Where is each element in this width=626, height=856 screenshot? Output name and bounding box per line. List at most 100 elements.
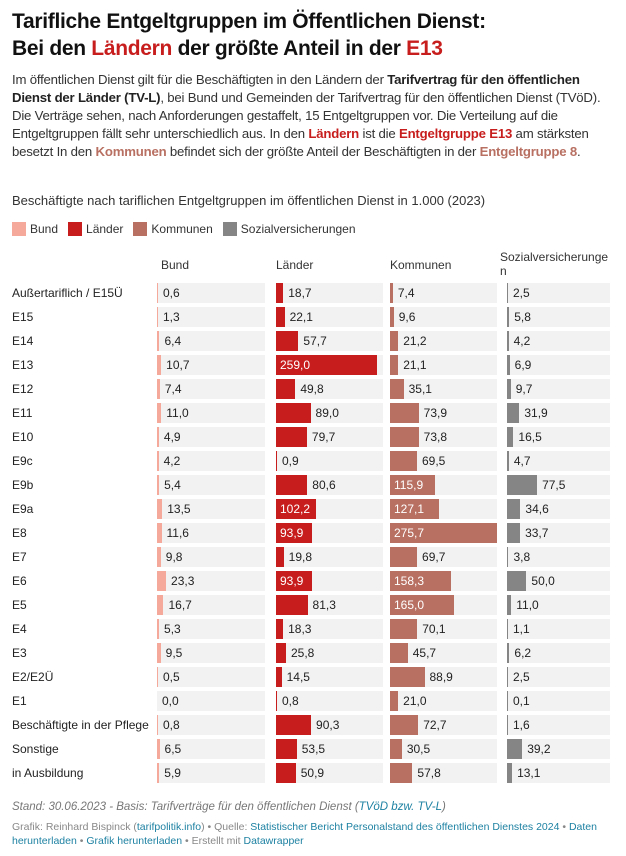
row-label: E9c [12,454,33,468]
data-label: 1,6 [513,718,530,732]
data-label: 21,2 [403,334,427,348]
row-label: E2/E2Ü [12,670,54,684]
footer-text: ) [442,801,446,813]
title-highlight-laender: Ländern [91,37,173,60]
data-label: 2,5 [513,286,530,300]
data-label: 50,9 [300,766,325,780]
bar-kommunen [390,595,455,615]
row-label: E12 [12,382,34,396]
chart-subtitle: Beschäftigte nach tariflichen Entgeltgru… [12,193,486,208]
desc-text: ist die [359,126,399,141]
bar-cell: 50,9 [276,763,383,783]
row-label: E5 [12,598,27,612]
separator: • [76,835,87,847]
bar-kommunen [390,283,393,303]
bar-sozialversicherungen [507,475,538,495]
data-label: 22,1 [289,310,313,324]
legend-swatch [68,222,83,236]
bar-cell: 90,3 [276,715,383,735]
bar-cell: 158,3 [390,571,497,591]
data-label: 5,9 [164,766,181,780]
bar-cell: 93,9 [276,523,383,543]
bar-bund [157,547,161,567]
data-label: 13,1 [517,766,541,780]
row-label: E8 [12,526,27,540]
data-label: 70,1 [422,622,446,636]
bar-kommunen [390,523,497,543]
bar-cell: 0,5 [157,667,265,687]
bar-cell: 6,5 [157,739,265,759]
data-label: 80,6 [312,478,336,492]
data-label: 16,5 [518,430,542,444]
bar-kommunen [390,451,417,471]
data-label: 3,8 [513,550,531,564]
bar-cell: 5,3 [157,619,265,639]
credit-text: ) • Quelle: [201,821,251,833]
bar-cell: 5,4 [157,475,265,495]
title-highlight-e13: E13 [406,37,443,60]
bar-cell: 34,6 [507,499,610,519]
bar-sozialversicherungen [507,331,509,351]
data-label: 53,5 [301,742,326,756]
data-label: 49,8 [300,382,324,396]
row-label: E15 [12,310,34,324]
data-label: 10,7 [166,358,190,372]
desc-highlight-e8: Entgeltgruppe 8 [479,144,578,159]
bar-länder [276,475,308,495]
bar-cell: 9,5 [157,643,265,663]
bar-cell: 57,8 [390,763,497,783]
data-label: 77,5 [542,478,566,492]
bar-sozialversicherungen [507,619,508,639]
tvoed-link[interactable]: TVöD bzw. TV-L [358,801,442,813]
bar-cell: 9,7 [507,379,610,399]
bar-sozialversicherungen [507,763,513,783]
bar-bund [157,475,160,495]
bar-kommunen [390,499,440,519]
row-label: E14 [12,334,34,348]
credit-text: • Erstellt mit [182,835,244,847]
data-label: 1,1 [513,622,530,636]
data-label: 102,2 [280,502,311,516]
bar-sozialversicherungen [507,547,509,567]
bar-cell: 33,7 [507,523,610,543]
data-label: 21,0 [403,694,427,708]
tarifpolitik-link[interactable]: tarifpolitik.info [136,821,202,833]
bar-cell: 5,8 [507,307,610,327]
bar-sozialversicherungen [507,355,510,375]
bar-cell: 45,7 [390,643,497,663]
data-label: 89,0 [315,406,339,420]
bar-cell: 18,3 [276,619,383,639]
bar-kommunen [390,379,404,399]
data-label: 88,9 [429,670,453,684]
data-label: 57,8 [417,766,441,780]
data-label: 69,7 [422,550,446,564]
legend-item-länder: Länder [68,222,123,236]
row-label: E3 [12,646,27,660]
download-image-link[interactable]: Grafik herunterladen [86,835,183,847]
column-header-sozialversicherungen: Sozialversicherunge n [500,250,609,278]
data-label: 0,8 [163,718,180,732]
bar-cell: 7,4 [157,379,265,399]
data-label: 4,7 [513,454,531,468]
datawrapper-link[interactable]: Datawrapper [243,835,304,847]
data-label: 90,3 [316,718,340,732]
bar-cell: 72,7 [390,715,497,735]
bar-cell: 22,1 [276,307,383,327]
data-label: 9,8 [165,550,183,564]
bar-länder [276,451,277,471]
bar-bund [157,523,162,543]
source-link[interactable]: Statistischer Bericht Personalstand des … [250,821,560,833]
data-label: 6,4 [164,334,182,348]
download-data-link[interactable]: Daten herunterladen [12,821,597,847]
bar-cell: 70,1 [390,619,497,639]
data-label: 19,8 [288,550,313,564]
bar-länder [276,331,299,351]
bar-cell: 10,7 [157,355,265,375]
bar-länder [276,667,282,687]
bar-bund [157,427,159,447]
bar-bund [157,715,158,735]
data-label: 2,5 [513,670,530,684]
data-label: 45,7 [412,646,437,660]
bar-cell: 21,2 [390,331,497,351]
data-label: 9,7 [515,382,533,396]
